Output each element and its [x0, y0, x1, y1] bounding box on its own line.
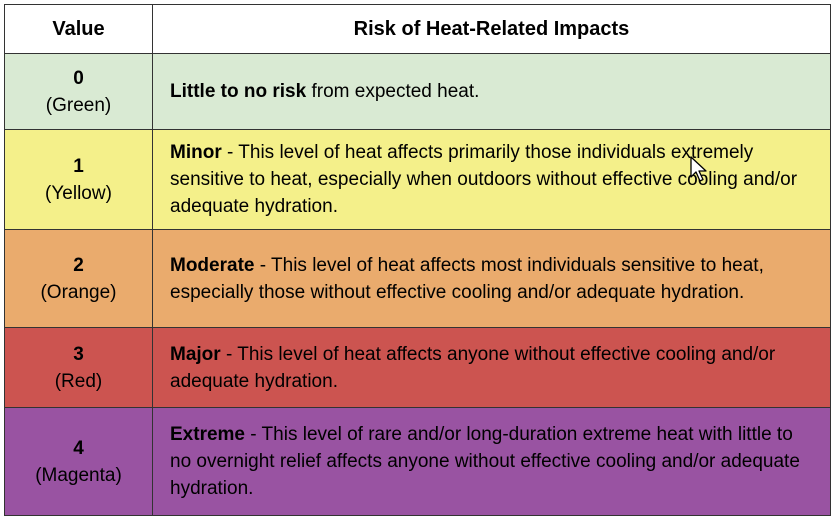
separator: -: [221, 142, 239, 163]
risk-value: 1: [73, 155, 84, 177]
heat-risk-table: Value Risk of Heat-Related Impacts 0 (Gr…: [4, 4, 831, 516]
separator: -: [245, 424, 262, 445]
risk-description: This level of rare and/or long-duration …: [170, 424, 800, 499]
mouse-pointer-icon: [690, 156, 707, 182]
description-cell: Moderate - This level of heat affects mo…: [152, 229, 831, 328]
separator: -: [220, 343, 238, 365]
value-cell: 4 (Magenta): [4, 407, 153, 516]
risk-color-name: (Magenta): [35, 464, 122, 486]
table-row: 2 (Orange) Moderate - This level of heat…: [4, 229, 831, 328]
risk-level-label: Minor: [170, 142, 222, 163]
risk-description: This level of heat affects anyone withou…: [170, 343, 776, 392]
risk-level-label: Extreme: [170, 424, 245, 445]
table-row: 3 (Red) Major - This level of heat affec…: [4, 327, 831, 408]
risk-description: This level of heat affects primarily tho…: [170, 142, 798, 217]
risk-color-name: (Green): [45, 94, 112, 116]
separator: -: [254, 254, 272, 276]
risk-value: 0: [73, 67, 84, 89]
description-cell: Little to no risk from expected heat.: [152, 53, 831, 130]
risk-value: 4: [73, 437, 84, 459]
risk-level-label: Little to no risk: [170, 81, 307, 102]
value-column-header: Value: [4, 4, 153, 54]
risk-color-name: (Orange): [40, 281, 117, 303]
value-cell: 3 (Red): [4, 327, 153, 408]
risk-color-name: (Red): [54, 370, 103, 392]
description-cell: Major - This level of heat affects anyon…: [152, 327, 831, 408]
value-cell: 2 (Orange): [4, 229, 153, 328]
heat-risk-table-container: Value Risk of Heat-Related Impacts 0 (Gr…: [4, 4, 831, 516]
value-cell: 1 (Yellow): [4, 129, 153, 230]
risk-column-header: Risk of Heat-Related Impacts: [152, 4, 831, 54]
value-cell: 0 (Green): [4, 53, 153, 130]
description-cell: Minor - This level of heat affects prima…: [152, 129, 831, 230]
table-row: 1 (Yellow) Minor - This level of heat af…: [4, 129, 831, 230]
risk-level-label: Moderate: [170, 254, 255, 276]
description-cell: Extreme - This level of rare and/or long…: [152, 407, 831, 516]
risk-value: 2: [73, 254, 84, 276]
risk-description: from expected heat.: [311, 81, 480, 102]
risk-level-label: Major: [170, 343, 221, 365]
risk-color-name: (Yellow): [45, 182, 112, 204]
risk-description: This level of heat affects most individu…: [170, 254, 764, 303]
table-row: 0 (Green) Little to no risk from expecte…: [4, 53, 831, 130]
table-header-row: Value Risk of Heat-Related Impacts: [4, 4, 831, 54]
table-row: 4 (Magenta) Extreme - This level of rare…: [4, 407, 831, 516]
risk-value: 3: [73, 343, 84, 365]
